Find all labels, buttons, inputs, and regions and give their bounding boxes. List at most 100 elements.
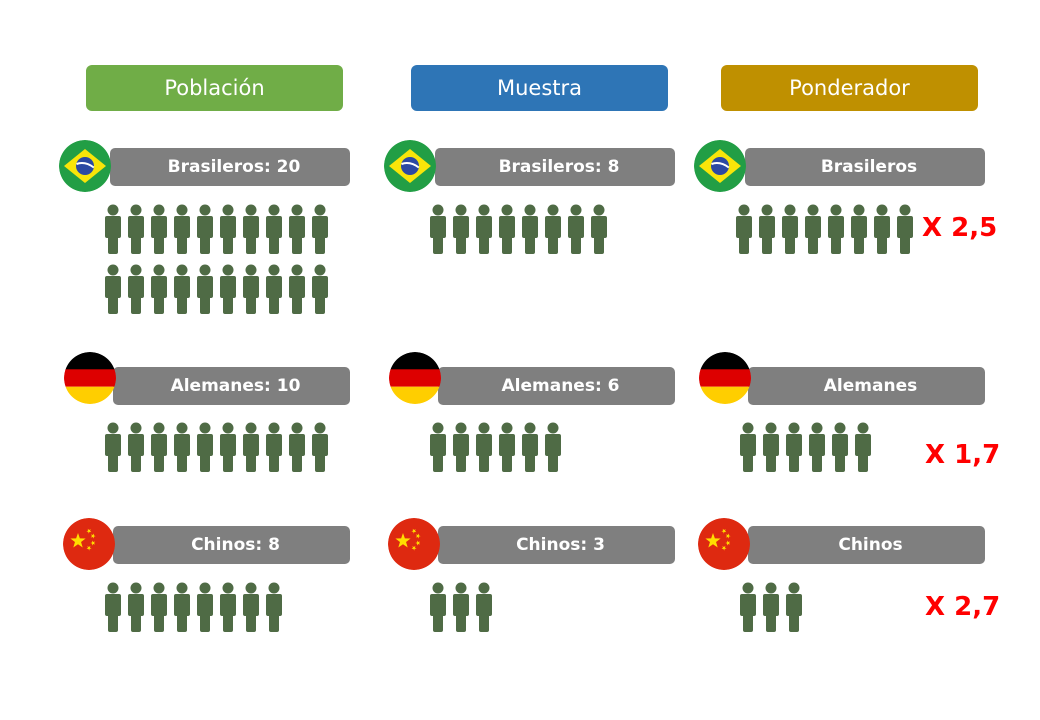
person-icon	[473, 204, 495, 254]
person-icon	[286, 422, 308, 472]
person-icon	[473, 422, 495, 472]
ponderador-germany-label: Alemanes	[748, 367, 985, 405]
person-icon	[760, 422, 782, 472]
poblacion-brazil-label: Brasileros: 20	[110, 148, 350, 186]
china-flag-icon	[63, 518, 115, 570]
person-icon	[125, 582, 147, 632]
poblacion-china-label: Chinos: 8	[113, 526, 350, 564]
person-icon	[194, 264, 216, 314]
person-icon	[102, 582, 124, 632]
person-icon	[263, 582, 285, 632]
person-icon	[286, 204, 308, 254]
person-icon	[240, 264, 262, 314]
person-icon	[450, 204, 472, 254]
person-icon	[171, 422, 193, 472]
person-icon	[588, 204, 610, 254]
germany-weight: X 1,7	[925, 440, 1001, 470]
ponderador-china-people	[737, 582, 805, 632]
brazil-weight: X 2,5	[922, 213, 998, 243]
person-icon	[148, 582, 170, 632]
person-icon	[309, 264, 331, 314]
person-icon	[783, 582, 805, 632]
person-icon	[102, 264, 124, 314]
ponderador-china-label: Chinos	[748, 526, 985, 564]
person-icon	[309, 204, 331, 254]
person-icon	[829, 422, 851, 472]
china-flag-icon	[698, 518, 750, 570]
person-icon	[217, 422, 239, 472]
header-muestra: Muestra	[411, 65, 668, 111]
person-icon	[802, 204, 824, 254]
person-icon	[542, 204, 564, 254]
header-poblacion: Población	[86, 65, 343, 111]
person-icon	[194, 204, 216, 254]
person-icon	[542, 422, 564, 472]
person-icon	[733, 204, 755, 254]
person-icon	[102, 422, 124, 472]
person-icon	[756, 204, 778, 254]
person-icon	[148, 422, 170, 472]
person-icon	[171, 204, 193, 254]
person-icon	[148, 204, 170, 254]
muestra-brazil-people	[427, 204, 610, 254]
person-icon	[148, 264, 170, 314]
person-icon	[760, 582, 782, 632]
person-icon	[194, 582, 216, 632]
person-icon	[217, 204, 239, 254]
person-icon	[825, 204, 847, 254]
person-icon	[473, 582, 495, 632]
person-icon	[102, 204, 124, 254]
muestra-germany-label: Alemanes: 6	[438, 367, 675, 405]
person-icon	[737, 582, 759, 632]
poblacion-brazil-people	[102, 204, 332, 314]
person-icon	[263, 204, 285, 254]
person-icon	[519, 204, 541, 254]
header-ponderador: Ponderador	[721, 65, 978, 111]
person-icon	[848, 204, 870, 254]
ponderador-germany-people	[737, 422, 874, 472]
person-icon	[565, 204, 587, 254]
muestra-china-people	[427, 582, 495, 632]
person-icon	[171, 264, 193, 314]
person-icon	[263, 264, 285, 314]
muestra-brazil-label: Brasileros: 8	[435, 148, 675, 186]
person-icon	[263, 422, 285, 472]
person-icon	[240, 422, 262, 472]
brazil-flag-icon	[59, 140, 111, 192]
ponderador-brazil-label: Brasileros	[745, 148, 985, 186]
china-weight: X 2,7	[925, 592, 1001, 622]
person-icon	[450, 422, 472, 472]
person-icon	[194, 422, 216, 472]
person-icon	[852, 422, 874, 472]
person-icon	[450, 582, 472, 632]
person-icon	[217, 264, 239, 314]
germany-flag-icon	[64, 352, 116, 404]
person-icon	[125, 422, 147, 472]
person-icon	[894, 204, 916, 254]
poblacion-china-people	[102, 582, 285, 632]
person-icon	[125, 204, 147, 254]
person-icon	[217, 582, 239, 632]
person-icon	[779, 204, 801, 254]
muestra-germany-people	[427, 422, 564, 472]
person-icon	[309, 422, 331, 472]
germany-flag-icon	[699, 352, 751, 404]
person-icon	[496, 204, 518, 254]
person-icon	[125, 264, 147, 314]
person-icon	[427, 204, 449, 254]
germany-flag-icon	[389, 352, 441, 404]
person-icon	[519, 422, 541, 472]
person-icon	[171, 582, 193, 632]
brazil-flag-icon	[694, 140, 746, 192]
person-icon	[240, 204, 262, 254]
person-icon	[737, 422, 759, 472]
person-icon	[806, 422, 828, 472]
person-icon	[286, 264, 308, 314]
person-icon	[496, 422, 518, 472]
brazil-flag-icon	[384, 140, 436, 192]
china-flag-icon	[388, 518, 440, 570]
person-icon	[871, 204, 893, 254]
person-icon	[240, 582, 262, 632]
person-icon	[427, 582, 449, 632]
person-icon	[427, 422, 449, 472]
